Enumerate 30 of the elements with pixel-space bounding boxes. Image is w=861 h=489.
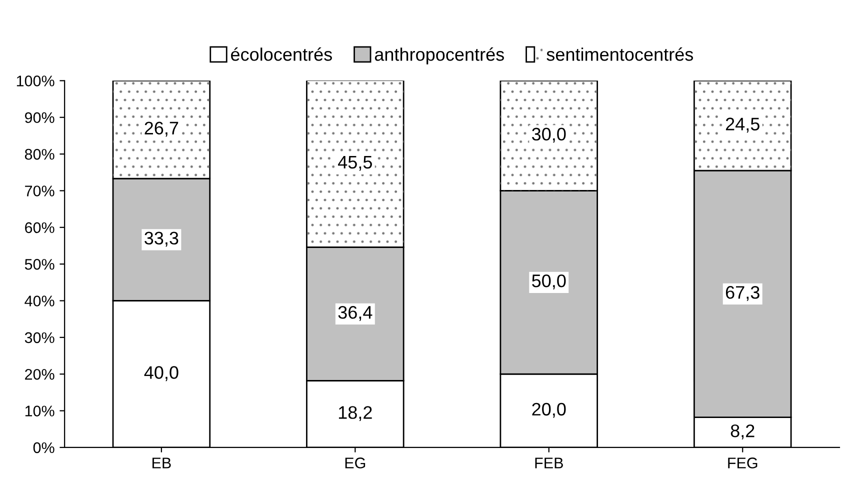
data-label: 50,0 [532,274,566,290]
data-label: 18,2 [338,406,372,422]
data-label: 36,4 [338,306,372,321]
data-label: 30,0 [532,128,566,143]
y-tick-label: 10% [25,406,54,416]
data-label: 67,3 [726,286,760,301]
y-tick-label: 60% [25,222,54,234]
y-tick-label: 80% [24,148,54,160]
legend-label: sentimentocentrés [546,47,694,61]
data-label: 40,0 [144,366,178,382]
x-tick-label: FEB [535,458,563,468]
y-tick-label: 30% [24,332,54,344]
data-label: 20,0 [532,402,566,418]
data-label: 24,5 [726,118,760,133]
y-tick-label: 90% [24,112,54,124]
y-tick-label: 100% [16,76,54,86]
legend-label: anthropocentrés [374,47,504,64]
x-tick-label: FEG [728,458,758,468]
data-label: 45,5 [338,156,372,171]
x-tick-label: EB [152,458,171,468]
y-tick-label: 0% [33,442,54,454]
data-label: 33,3 [144,232,178,247]
data-label: 8,2 [730,424,754,440]
y-tick-label: 50% [24,258,54,270]
y-tick-label: 20% [25,368,54,380]
x-tick-label: EG [345,458,366,468]
y-tick-label: 70% [25,186,54,196]
y-tick-label: 40% [24,296,54,306]
legend-label: écolocentrés [231,47,332,61]
data-label: 26,7 [144,122,178,137]
